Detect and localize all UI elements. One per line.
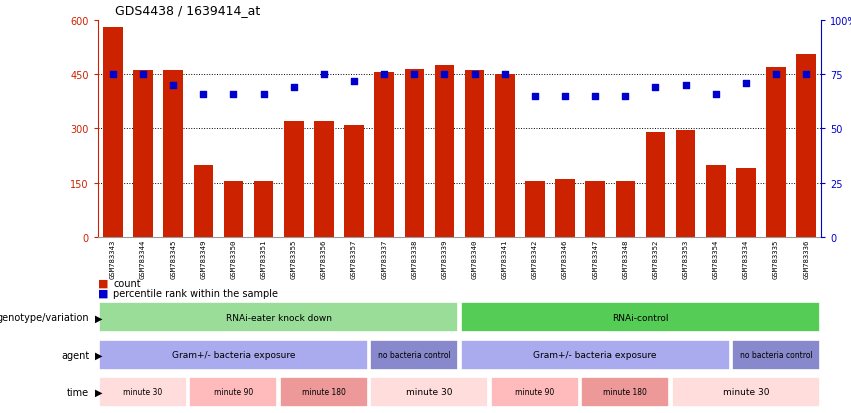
- Point: [619, 93, 632, 100]
- FancyBboxPatch shape: [370, 340, 459, 370]
- Point: [799, 71, 813, 78]
- Point: [679, 83, 693, 89]
- Point: [226, 91, 240, 98]
- Text: ▶: ▶: [95, 387, 103, 397]
- Point: [287, 85, 300, 91]
- Point: [197, 91, 210, 98]
- Point: [136, 71, 150, 78]
- Bar: [374, 73, 394, 237]
- FancyBboxPatch shape: [460, 340, 729, 370]
- FancyBboxPatch shape: [581, 377, 669, 407]
- Point: [769, 71, 783, 78]
- Text: ■: ■: [98, 288, 108, 298]
- FancyBboxPatch shape: [280, 377, 368, 407]
- Text: ▶: ▶: [95, 313, 103, 323]
- Point: [468, 71, 482, 78]
- Bar: [435, 66, 454, 237]
- Text: time: time: [67, 387, 89, 397]
- Bar: [525, 181, 545, 237]
- Text: genotype/variation: genotype/variation: [0, 313, 89, 323]
- Bar: [284, 122, 304, 237]
- Point: [347, 78, 361, 85]
- FancyBboxPatch shape: [99, 377, 187, 407]
- Point: [257, 91, 271, 98]
- Bar: [797, 55, 816, 237]
- Bar: [314, 122, 334, 237]
- Bar: [345, 126, 364, 237]
- Bar: [404, 69, 424, 237]
- Text: minute 90: minute 90: [515, 387, 555, 396]
- Text: minute 180: minute 180: [302, 387, 346, 396]
- Bar: [193, 165, 213, 237]
- Text: RNAi-eater knock down: RNAi-eater knock down: [226, 313, 332, 322]
- Text: ■: ■: [98, 278, 108, 288]
- FancyBboxPatch shape: [460, 303, 820, 332]
- Text: no bacteria control: no bacteria control: [378, 350, 451, 359]
- Bar: [736, 169, 756, 237]
- Point: [648, 85, 662, 91]
- Bar: [766, 68, 785, 237]
- Bar: [676, 131, 695, 237]
- Point: [498, 71, 511, 78]
- FancyBboxPatch shape: [190, 377, 277, 407]
- Point: [377, 71, 391, 78]
- Point: [408, 71, 421, 78]
- Text: ▶: ▶: [95, 350, 103, 360]
- Text: agent: agent: [61, 350, 89, 360]
- Point: [558, 93, 572, 100]
- Bar: [163, 71, 183, 237]
- Text: Gram+/- bacteria exposure: Gram+/- bacteria exposure: [534, 350, 657, 359]
- Text: no bacteria control: no bacteria control: [740, 350, 813, 359]
- Bar: [706, 165, 726, 237]
- Bar: [103, 28, 123, 237]
- Bar: [646, 133, 665, 237]
- Text: minute 30: minute 30: [406, 387, 453, 396]
- Bar: [585, 181, 605, 237]
- Text: RNAi-control: RNAi-control: [612, 313, 669, 322]
- Point: [317, 71, 331, 78]
- Bar: [555, 180, 574, 237]
- Point: [106, 71, 120, 78]
- Point: [528, 93, 542, 100]
- Text: Gram+/- bacteria exposure: Gram+/- bacteria exposure: [172, 350, 295, 359]
- Bar: [495, 75, 515, 237]
- FancyBboxPatch shape: [491, 377, 579, 407]
- FancyBboxPatch shape: [99, 340, 368, 370]
- Point: [739, 80, 752, 87]
- FancyBboxPatch shape: [99, 303, 459, 332]
- Text: percentile rank within the sample: percentile rank within the sample: [113, 288, 278, 298]
- Point: [709, 91, 722, 98]
- Text: minute 30: minute 30: [722, 387, 769, 396]
- Text: minute 180: minute 180: [603, 387, 648, 396]
- Text: GDS4438 / 1639414_at: GDS4438 / 1639414_at: [115, 4, 260, 17]
- Bar: [134, 71, 153, 237]
- Point: [588, 93, 602, 100]
- Bar: [465, 71, 484, 237]
- Text: minute 30: minute 30: [123, 387, 163, 396]
- Text: minute 90: minute 90: [214, 387, 253, 396]
- Text: count: count: [113, 278, 140, 288]
- Point: [437, 71, 451, 78]
- FancyBboxPatch shape: [370, 377, 488, 407]
- Point: [167, 83, 180, 89]
- FancyBboxPatch shape: [732, 340, 820, 370]
- Bar: [224, 181, 243, 237]
- FancyBboxPatch shape: [671, 377, 820, 407]
- Bar: [615, 181, 635, 237]
- Bar: [254, 181, 273, 237]
